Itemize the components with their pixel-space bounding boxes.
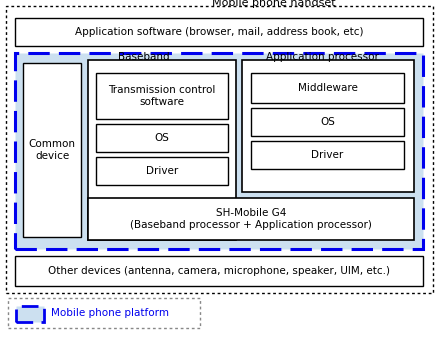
Bar bbox=[251, 108, 404, 136]
Text: Driver: Driver bbox=[311, 150, 344, 160]
Bar bbox=[251, 141, 404, 169]
Bar bbox=[251, 73, 404, 103]
Bar bbox=[96, 73, 228, 119]
Bar bbox=[6, 6, 433, 293]
Bar bbox=[96, 124, 228, 152]
Text: Middleware: Middleware bbox=[298, 83, 358, 93]
Text: Application processor: Application processor bbox=[266, 52, 379, 62]
Text: Baseband: Baseband bbox=[119, 52, 170, 62]
Bar bbox=[96, 157, 228, 185]
Bar bbox=[15, 18, 423, 46]
Text: Application software (browser, mail, address book, etc): Application software (browser, mail, add… bbox=[75, 27, 363, 37]
Text: OS: OS bbox=[320, 117, 335, 127]
Text: SH-Mobile G4
(Baseband processor + Application processor): SH-Mobile G4 (Baseband processor + Appli… bbox=[130, 208, 372, 230]
Text: OS: OS bbox=[154, 133, 169, 143]
Text: Driver: Driver bbox=[146, 166, 178, 176]
Text: Mobile phone platform: Mobile phone platform bbox=[51, 308, 169, 318]
Text: Mobile phone handset: Mobile phone handset bbox=[212, 0, 335, 8]
Text: Transmission control
software: Transmission control software bbox=[108, 85, 216, 107]
Bar bbox=[242, 60, 414, 192]
Bar bbox=[15, 256, 423, 286]
Bar bbox=[88, 60, 236, 240]
Bar bbox=[15, 53, 423, 249]
Bar bbox=[88, 198, 414, 240]
Bar bbox=[8, 298, 200, 328]
Bar bbox=[16, 306, 44, 322]
Bar bbox=[23, 63, 81, 237]
Text: Common
device: Common device bbox=[29, 139, 75, 161]
Text: Other devices (antenna, camera, microphone, speaker, UIM, etc.): Other devices (antenna, camera, micropho… bbox=[48, 266, 390, 276]
